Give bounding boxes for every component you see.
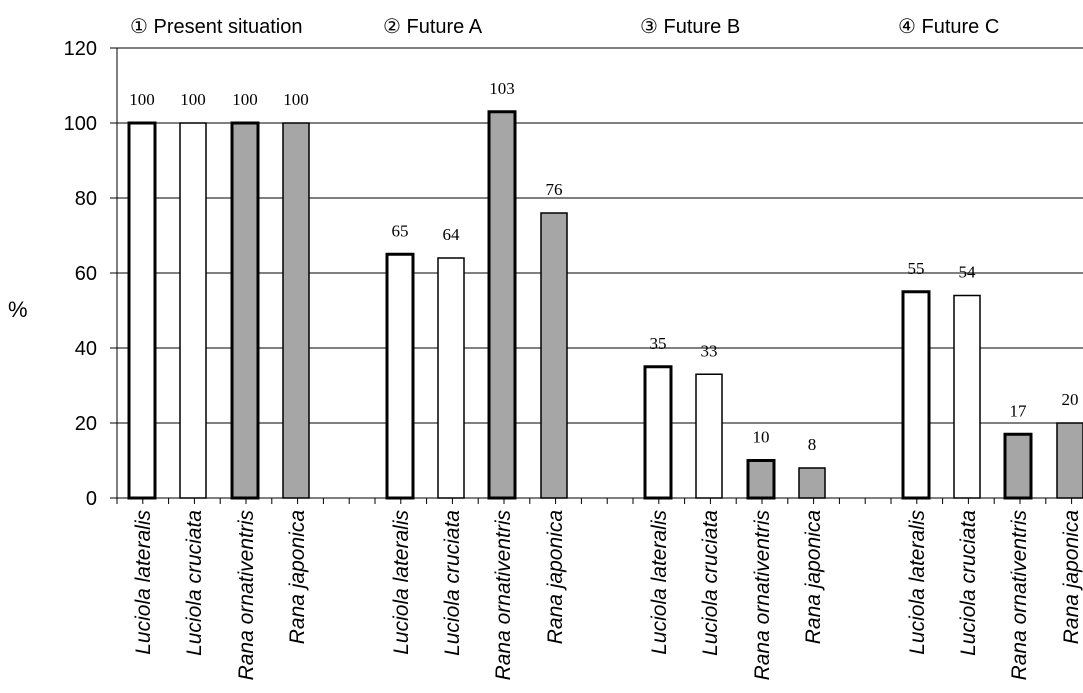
bar-value-label: 35	[650, 334, 667, 353]
bar-value-label: 65	[392, 221, 409, 240]
bar-value-label: 100	[283, 90, 309, 109]
group-label: ④ Future C	[898, 16, 999, 38]
bar	[230, 121, 260, 500]
bar	[798, 467, 826, 499]
bar	[1003, 432, 1033, 500]
category-label: Rana ornativentris	[1008, 510, 1031, 681]
bar-value-label: 100	[232, 90, 258, 109]
bar-value-label: 8	[808, 435, 817, 454]
bar	[643, 365, 673, 500]
category-label: Rana japonica	[1060, 510, 1083, 644]
y-tick-label: 20	[75, 413, 97, 435]
bar	[282, 122, 310, 499]
group-label: ① Present situation	[130, 16, 302, 38]
bar	[385, 252, 415, 500]
bar-value-label: 76	[546, 180, 563, 199]
y-tick-label: 120	[64, 38, 97, 60]
category-label: Rana ornativentris	[235, 510, 258, 681]
bar-value-label: 64	[443, 225, 461, 244]
y-tick-label: 100	[64, 113, 97, 135]
bar	[953, 294, 981, 499]
y-tick-label: 80	[75, 188, 97, 210]
bar-value-label: 33	[701, 341, 718, 360]
bar	[127, 121, 157, 500]
category-label: Luciola lateralis	[648, 510, 671, 655]
bar-value-label: 100	[129, 90, 155, 109]
y-tick-label: 0	[86, 488, 97, 510]
category-label: Rana japonica	[802, 510, 825, 644]
category-label: Rana ornativentris	[492, 510, 515, 681]
category-label: Luciola lateralis	[906, 510, 929, 655]
bar	[746, 459, 776, 500]
y-tick-label: 60	[75, 263, 97, 285]
bar-value-label: 55	[908, 259, 925, 278]
bar-value-label: 20	[1062, 390, 1079, 409]
category-label: Luciola cruciata	[183, 510, 206, 656]
bar	[487, 110, 517, 500]
bar	[901, 290, 931, 500]
bar-value-label: 17	[1010, 401, 1028, 420]
category-label: Rana japonica	[544, 510, 567, 644]
y-tick-label: 40	[75, 338, 97, 360]
category-label: Luciola cruciata	[699, 510, 722, 656]
y-axis-label: %	[8, 297, 28, 322]
bar-value-label: 100	[180, 90, 206, 109]
bar	[540, 212, 568, 499]
category-label: Luciola cruciata	[441, 510, 464, 656]
bar	[437, 257, 465, 499]
category-label: Rana ornativentris	[751, 510, 774, 681]
bar-value-label: 103	[489, 79, 515, 98]
bar	[179, 122, 207, 499]
bar-value-label: 54	[959, 263, 977, 282]
bar	[1056, 422, 1083, 499]
category-label: Rana japonica	[286, 510, 309, 644]
category-label: Luciola lateralis	[132, 510, 155, 655]
bar	[695, 373, 723, 499]
category-label: Luciola lateralis	[390, 510, 413, 655]
group-label: ③ Future B	[640, 16, 740, 38]
group-label: ② Future A	[383, 16, 483, 38]
category-label: Luciola cruciata	[957, 510, 980, 656]
bar-value-label: 10	[753, 428, 770, 447]
